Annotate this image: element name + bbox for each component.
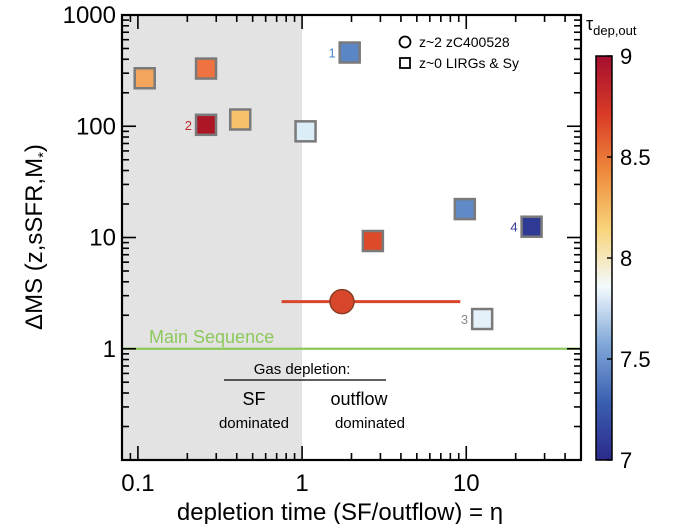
colorbar-tick-label: 7: [620, 448, 632, 473]
colorbar-tick-label: 7.5: [620, 347, 651, 372]
point-label-2: 2: [185, 118, 192, 133]
y-tick-label: 1: [103, 336, 116, 363]
colorbar-tick-label: 8.5: [620, 145, 651, 170]
gas-depletion-label: Gas depletion:: [254, 361, 351, 378]
main-sequence-label: Main Sequence: [149, 327, 274, 347]
legend-circle-marker: [398, 35, 412, 49]
y-axis-title-sub: *: [35, 152, 52, 158]
y-axis-title-close: ): [21, 144, 48, 152]
legend-square-marker: [399, 57, 411, 69]
x-tick-label: 0.1: [121, 470, 154, 497]
colorbar-title: τdep,out: [586, 14, 637, 38]
data-square-8: [453, 197, 477, 221]
data-square-1: [133, 67, 156, 90]
data-square-5: [294, 120, 317, 143]
y-axis-title-main: ΔMS (z,sSFR,M: [21, 158, 48, 330]
colorbar-tick-label: 8: [620, 246, 632, 271]
data-square-6: [338, 41, 361, 64]
legend-label-2: z~0 LIRGs & Sy: [419, 55, 519, 71]
data-circle: [329, 288, 355, 315]
colorbar-title-main: τ: [586, 14, 593, 34]
colorbar-tick-label: 9: [620, 44, 632, 69]
y-tick-label: 1000: [63, 2, 116, 29]
data-square-7: [361, 229, 385, 253]
point-label-4: 4: [510, 220, 517, 235]
y-axis-title: ΔMS (z,sSFR,M*): [21, 144, 52, 330]
data-square-4: [228, 108, 252, 131]
data-square-10: [520, 215, 543, 238]
x-axis-title: depletion time (SF/outflow) = η: [177, 499, 503, 524]
data-square-9: [470, 307, 494, 331]
x-tick-label: 1: [295, 470, 308, 497]
colorbar-title-sub: dep,out: [593, 23, 637, 38]
x-tick-label: 10: [453, 470, 480, 497]
data-square-2: [194, 57, 218, 80]
y-tick-label: 10: [89, 225, 116, 252]
point-label-3: 3: [461, 312, 468, 327]
sf-dominated-label: dominated: [219, 415, 289, 432]
y-tick-label: 100: [76, 113, 116, 140]
point-label-1: 1: [328, 46, 335, 61]
sf-label: SF: [242, 389, 265, 409]
data-square-3: [194, 113, 218, 137]
outflow-label: outflow: [330, 389, 388, 409]
legend-label-1: z~2 zC400528: [419, 34, 510, 50]
outflow-dominated-label: dominated: [335, 415, 405, 432]
